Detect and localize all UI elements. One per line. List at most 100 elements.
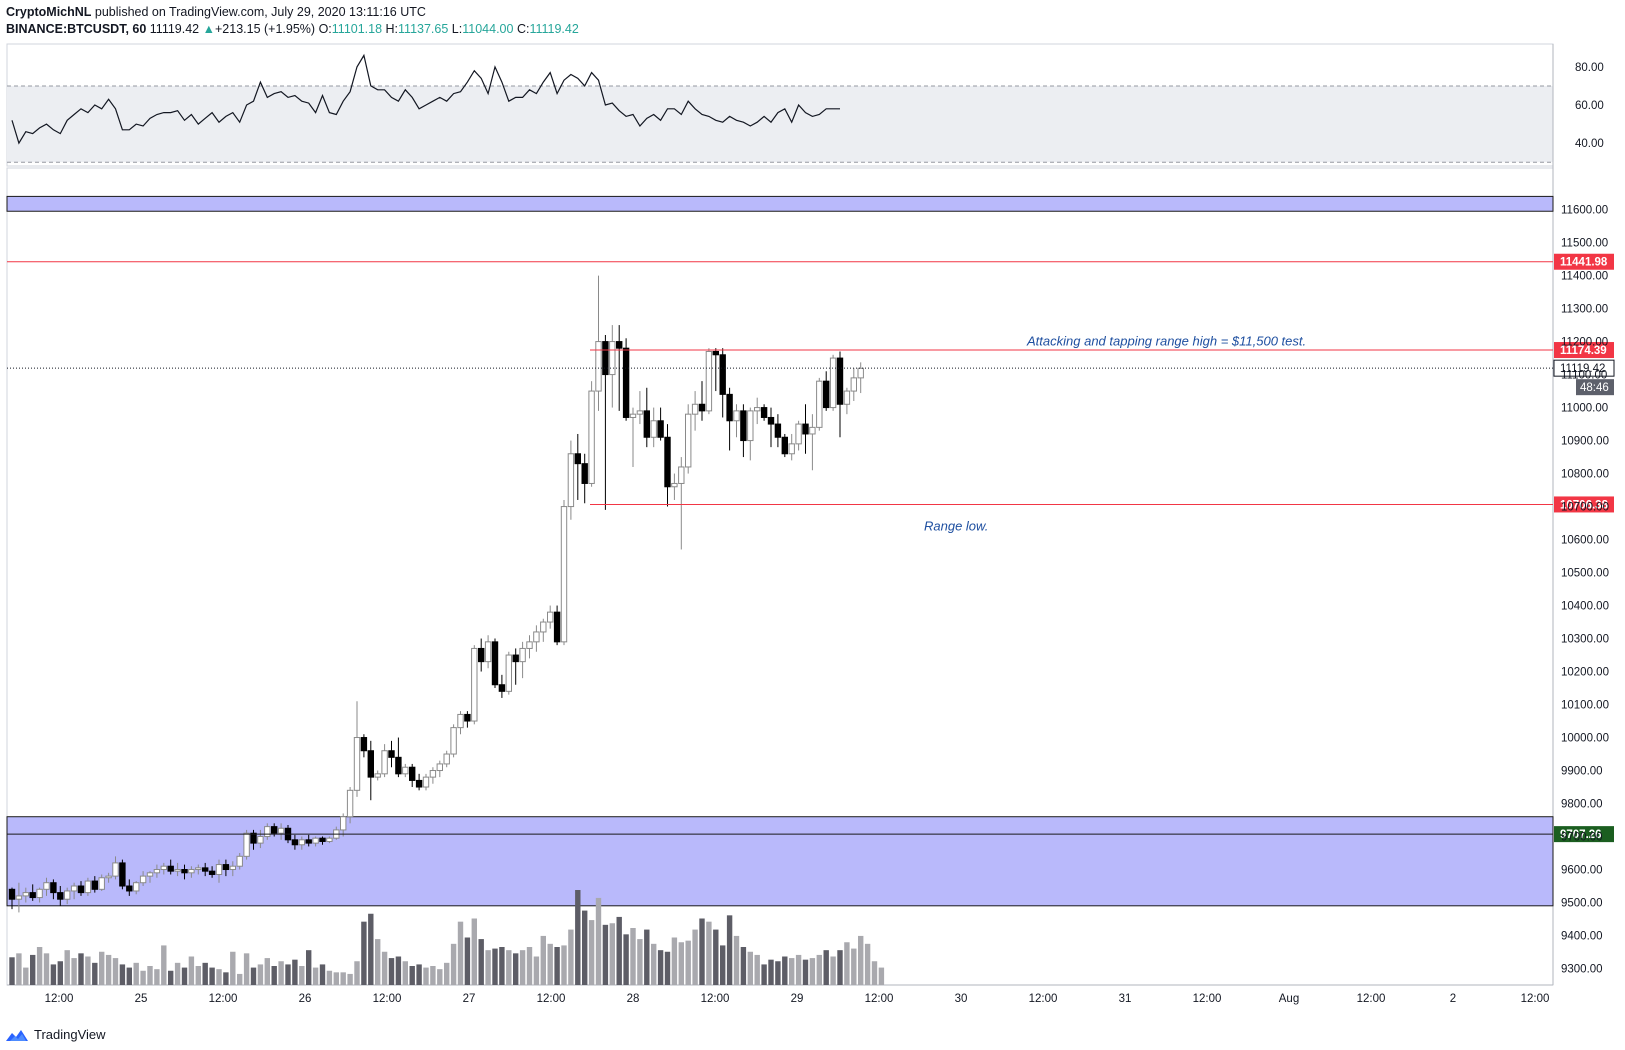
close-value: 11119.42 — [529, 22, 579, 36]
rsi-line — [11, 53, 840, 145]
volume-bar — [395, 956, 402, 985]
candle-body — [788, 443, 795, 455]
candle-body — [8, 888, 16, 900]
volume-bar — [71, 958, 77, 985]
candle-body — [767, 416, 775, 425]
publish-date: published on TradingView.com, July 29, 2… — [94, 5, 426, 19]
candle-body — [43, 882, 50, 890]
candle-body — [195, 867, 202, 871]
volume-bar — [147, 966, 153, 985]
price-line-label: 10706.38 — [1560, 499, 1609, 511]
volume-bar — [50, 964, 57, 985]
volume-bar — [775, 961, 781, 985]
volume-bar — [692, 929, 698, 985]
volume-bar — [754, 954, 760, 985]
volume-bar — [858, 935, 864, 985]
volume-bar — [85, 956, 91, 985]
price-tick-label: 10200.00 — [1561, 667, 1609, 679]
volume-bar — [430, 966, 436, 985]
time-tick-label: 2 — [1450, 993, 1456, 1005]
candle-body — [312, 837, 319, 844]
price-tick-label: 9400.00 — [1561, 931, 1603, 943]
candle-body — [678, 466, 685, 484]
candle-body — [367, 750, 375, 778]
low-label: L: — [451, 22, 463, 36]
volume-bar — [112, 958, 119, 985]
volume-bar — [312, 967, 319, 985]
candle-body — [809, 426, 816, 435]
volume-bar — [713, 929, 719, 985]
price-tick-label: 11000.00 — [1561, 403, 1608, 415]
time-tick-label: 26 — [299, 993, 312, 1005]
volume-bar — [119, 964, 126, 985]
volume-bar — [823, 950, 829, 985]
price-line-label: 11441.98 — [1560, 257, 1608, 269]
volume-bar — [478, 939, 484, 985]
volume-bar — [237, 973, 243, 985]
candle-body — [422, 776, 430, 788]
candle-body — [174, 869, 181, 872]
volume-bar — [140, 970, 146, 985]
volume-bar — [64, 950, 70, 985]
volume-bar — [381, 951, 388, 985]
brand-name[interactable]: TradingView — [34, 1027, 106, 1042]
volume-bar — [174, 962, 181, 985]
candle-body — [602, 341, 609, 376]
candle-body — [257, 836, 264, 844]
volume-bar — [361, 921, 367, 985]
volume-bar — [871, 961, 878, 985]
volume-bar — [223, 972, 229, 985]
candle-body — [664, 436, 671, 488]
volume-bar — [554, 947, 560, 985]
candle-body — [719, 354, 726, 395]
symbol-label[interactable]: BINANCE:BTCUSDT, 60 — [6, 22, 147, 36]
candle-body — [415, 779, 423, 788]
candle-body — [829, 357, 837, 409]
volume-bar — [36, 947, 43, 985]
candle-body — [760, 407, 768, 418]
candle-body — [754, 407, 761, 412]
author-name[interactable]: CryptoMichNL — [6, 5, 92, 19]
price-tick-label: 10900.00 — [1561, 436, 1609, 448]
time-tick-label: 12:00 — [1357, 993, 1386, 1005]
volume-bar — [43, 953, 50, 985]
time-tick-label: 12:00 — [537, 993, 566, 1005]
candles — [8, 275, 864, 913]
candle-body — [22, 892, 30, 897]
candle-body — [167, 865, 174, 872]
volume-bar — [644, 929, 650, 985]
candle-body — [229, 865, 237, 871]
candle-body — [622, 347, 630, 418]
low-value: 11044.00 — [462, 22, 514, 36]
volume-bar — [154, 969, 160, 985]
time-tick-label: 12:00 — [209, 993, 238, 1005]
volume-bar — [92, 962, 98, 985]
candle-body — [740, 410, 747, 442]
price-tick-label: 9300.00 — [1561, 964, 1603, 976]
candle-body — [429, 770, 437, 778]
candle-body — [222, 864, 230, 871]
volume-bar — [444, 962, 450, 985]
candle-body — [505, 654, 513, 692]
candle-body — [850, 377, 857, 392]
candle-body — [160, 865, 168, 871]
volume-bar — [740, 947, 747, 985]
volume-bar — [568, 929, 574, 985]
volume-bar — [595, 897, 602, 985]
candle-body — [836, 357, 844, 405]
candle-body — [781, 436, 788, 455]
volume-bar — [575, 890, 581, 985]
candle-body — [498, 684, 506, 692]
candle-body — [91, 880, 98, 890]
time-tick-label: 12:00 — [373, 993, 402, 1005]
volume-bar — [789, 958, 795, 985]
volume-bar — [768, 959, 774, 985]
volume-bar — [292, 959, 298, 985]
time-tick-label: Aug — [1279, 993, 1299, 1005]
candle-body — [457, 713, 464, 729]
open-value: 11101.18 — [331, 22, 383, 36]
volume-bar — [664, 951, 671, 985]
rsi-tick-label: 60.00 — [1575, 100, 1604, 112]
price-tick-label: 10400.00 — [1561, 601, 1609, 613]
